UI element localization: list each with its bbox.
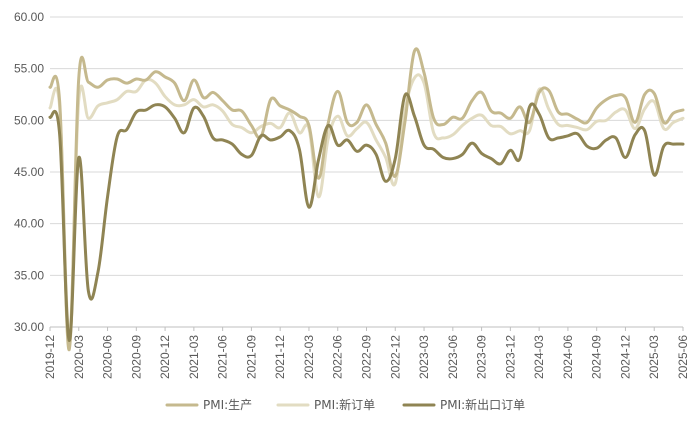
legend-label-2: PMI:新出口订单 xyxy=(440,397,525,412)
y-tick-label: 50.00 xyxy=(14,113,44,127)
x-tick-label: 2023-03 xyxy=(417,335,431,379)
x-tick-label: 2024-03 xyxy=(532,335,546,379)
x-tick-label: 2020-09 xyxy=(129,335,143,379)
x-tick-label: 2022-06 xyxy=(331,335,345,379)
x-tick-label: 2023-06 xyxy=(446,335,460,379)
x-tick-label: 2025-06 xyxy=(676,335,690,379)
y-tick-label: 40.00 xyxy=(14,217,44,231)
x-tick-label: 2024-12 xyxy=(618,335,632,379)
x-tick-label: 2024-06 xyxy=(561,335,575,379)
x-tick-label: 2020-12 xyxy=(158,335,172,379)
x-tick-label: 2022-03 xyxy=(302,335,316,379)
x-tick-label: 2022-12 xyxy=(388,335,402,379)
series-line-1 xyxy=(48,73,685,336)
x-tick-label: 2021-03 xyxy=(187,335,201,379)
y-tick-label: 60.00 xyxy=(14,10,44,24)
x-tick-label: 2020-06 xyxy=(101,335,115,379)
x-tick-label: 2023-12 xyxy=(503,335,517,379)
grid-lines xyxy=(50,16,683,276)
legend: PMI:生产 PMI:新订单 PMI:新出口订单 xyxy=(165,397,525,412)
x-tick-label: 2021-06 xyxy=(216,335,230,379)
y-tick-label: 55.00 xyxy=(14,62,44,76)
x-tick-label: 2022-09 xyxy=(360,335,374,379)
y-tick-label: 35.00 xyxy=(14,268,44,282)
x-tick-label: 2025-03 xyxy=(647,335,661,379)
series-line-0 xyxy=(48,47,685,352)
axes: 30.00 35.00 40.00 45.00 50.00 55.00 60.00 2019-… xyxy=(14,10,690,379)
x-tick-label: 2023-09 xyxy=(475,335,489,379)
series-line-2 xyxy=(48,92,685,342)
x-tick-label: 2019-12 xyxy=(43,335,57,379)
y-tick-label: 30.00 xyxy=(14,320,44,334)
legend-label-0: PMI:生产 xyxy=(203,398,252,412)
y-tick-label: 45.00 xyxy=(14,165,44,179)
x-tick-label: 2024-09 xyxy=(590,335,604,379)
x-tick-label: 2020-03 xyxy=(72,335,86,379)
x-tick-label: 2021-12 xyxy=(273,335,287,379)
x-tick-label: 2021-09 xyxy=(244,335,258,379)
legend-label-1: PMI:新订单 xyxy=(314,397,375,412)
series-lines xyxy=(48,47,685,352)
